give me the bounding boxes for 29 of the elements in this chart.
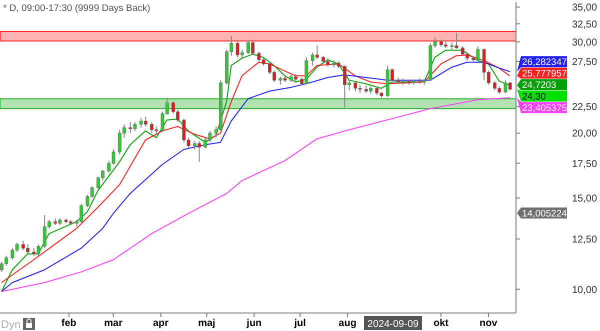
- data-label: 24,7203: [522, 80, 556, 92]
- text: 24,30: [522, 92, 546, 103]
- text: Dyn: [1, 319, 21, 331]
- y-tick-label: 27,50: [572, 56, 598, 68]
- y-tick-label: 35,00: [572, 2, 598, 14]
- x-tick-label: apr: [152, 318, 169, 330]
- data-label: 25,777957: [522, 68, 567, 80]
- y-tick-label: 32,50: [572, 19, 598, 30]
- y-tick-label: 20,00: [572, 128, 598, 140]
- x-tick-label: jun: [246, 318, 262, 330]
- data-label: 23,405375: [522, 103, 567, 114]
- chart-title: * D, 09:00-17:30 (9999 Days Back): [3, 3, 150, 14]
- y-tick-label: 22,50: [572, 102, 598, 114]
- line-series: [1, 97, 510, 292]
- y-tick-label: 12,50: [572, 234, 598, 246]
- text: 2024-09-09: [367, 319, 420, 330]
- y-tick-label: 17,50: [572, 158, 598, 170]
- y-tick-label: 30,00: [572, 37, 598, 48]
- x-tick-label: mar: [104, 318, 123, 330]
- y-tick-label: 15,00: [572, 193, 598, 204]
- text: 14,005224: [522, 208, 567, 220]
- x-tick-label: nov: [480, 318, 498, 330]
- x-tick-label: maj: [198, 318, 216, 330]
- x-tick-label: aug: [338, 318, 356, 330]
- x-tick-label: feb: [61, 318, 76, 330]
- y-tick-label: 10,00: [572, 284, 598, 296]
- x-tick-label: jul: [293, 318, 306, 330]
- x-tick-label: okt: [433, 318, 450, 330]
- data-label: 26,282347: [522, 57, 567, 68]
